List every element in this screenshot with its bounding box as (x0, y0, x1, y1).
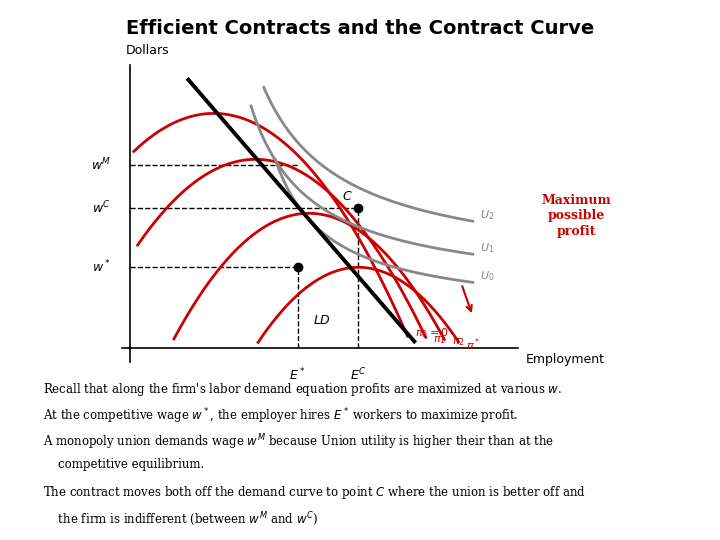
Text: $w^*$: $w^*$ (92, 259, 111, 275)
Text: Employment: Employment (526, 353, 605, 366)
Text: $\pi_1$: $\pi_1$ (433, 334, 446, 346)
Text: A monopoly union demands wage $w^{M}$ because Union utility is higher their than: A monopoly union demands wage $w^{M}$ be… (43, 433, 554, 452)
Text: competitive equilibrium.: competitive equilibrium. (43, 458, 204, 471)
Text: the firm is indifferent (between $w^{M}$ and $w^C$): the firm is indifferent (between $w^{M}$… (43, 510, 318, 528)
Text: $w^C$: $w^C$ (92, 200, 111, 216)
Text: Dollars: Dollars (126, 44, 170, 57)
Text: $U_2$: $U_2$ (480, 208, 495, 222)
Text: $U_0$: $U_0$ (480, 269, 495, 284)
Text: Recall that along the firm's labor demand equation profits are maximized at vari: Recall that along the firm's labor deman… (43, 381, 562, 397)
Text: Efficient Contracts and the Contract Curve: Efficient Contracts and the Contract Cur… (126, 19, 594, 38)
Text: $\pi_0 = 0$: $\pi_0 = 0$ (415, 327, 449, 340)
Text: $E^*$: $E^*$ (289, 367, 306, 384)
Text: $w^{M}$: $w^{M}$ (91, 157, 111, 173)
Text: At the competitive wage $w^*$, the employer hires $E^*$ workers to maximize prof: At the competitive wage $w^*$, the emplo… (43, 407, 518, 426)
Text: $U_1$: $U_1$ (480, 241, 495, 255)
Text: $\pi_2$: $\pi_2$ (452, 336, 465, 348)
Text: The contract moves both off the demand curve to point $C$ where the union is bet: The contract moves both off the demand c… (43, 484, 586, 501)
Text: LD: LD (314, 314, 330, 327)
Text: $E^C$: $E^C$ (350, 367, 367, 384)
Text: $\pi^*$: $\pi^*$ (466, 336, 480, 353)
Text: Maximum
possible
profit: Maximum possible profit (541, 194, 611, 238)
Text: C: C (342, 190, 351, 203)
